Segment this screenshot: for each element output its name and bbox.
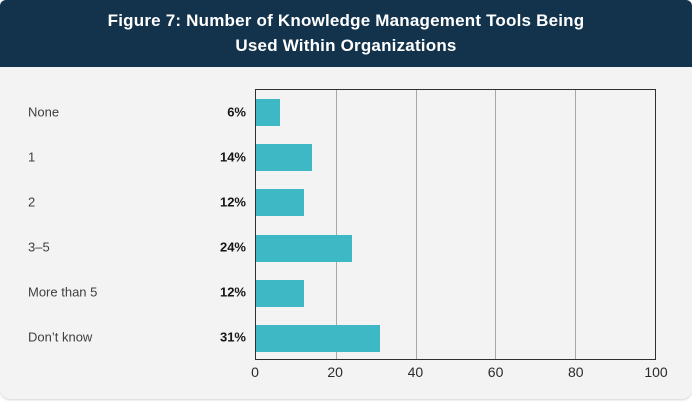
category-row-3: 3–5 24%: [0, 225, 692, 270]
figure-title-line1: Figure 7: Number of Knowledge Management…: [107, 10, 585, 30]
figure-title-line2: Used Within Organizations: [235, 35, 457, 55]
bar-1: [256, 144, 312, 172]
x-axis-tick-row: 0 20 40 60 80 100: [251, 364, 668, 382]
category-label-2: 2: [28, 194, 36, 210]
category-row-2: 2 12%: [0, 179, 692, 224]
x-tick-label-0: 0: [251, 364, 259, 380]
figure-title: Figure 7: Number of Knowledge Management…: [108, 9, 585, 58]
bar-3: [256, 234, 352, 262]
x-tick-label-40: 40: [407, 364, 424, 380]
value-label-2: 12%: [219, 194, 246, 210]
gridline-x-40: [415, 90, 417, 359]
bar-0: [256, 99, 280, 127]
category-row-1: 1 14%: [0, 134, 692, 179]
bar-2: [256, 189, 304, 217]
x-tick-label-100: 100: [644, 364, 668, 380]
x-tick-label-80: 80: [568, 364, 584, 380]
x-tick-label-60: 60: [487, 364, 504, 380]
value-label-4: 12%: [219, 284, 246, 300]
value-label-1: 14%: [219, 149, 246, 165]
value-label-5: 31%: [219, 329, 246, 345]
category-label-5: Don’t know: [28, 329, 93, 345]
category-label-4: More than 5: [28, 284, 98, 300]
plot-area: [255, 89, 656, 360]
value-label-0: 6%: [227, 104, 246, 120]
category-row-4: More than 5 12%: [0, 270, 692, 315]
figure-header: Figure 7: Number of Knowledge Management…: [0, 0, 692, 67]
category-row-5: Don’t know 31%: [0, 315, 692, 360]
gridline-x-20: [335, 90, 337, 359]
gridline-x-60: [495, 90, 497, 359]
x-tick-label-20: 20: [327, 364, 343, 380]
category-label-0: None: [28, 104, 60, 120]
gridline-x-80: [575, 90, 577, 359]
bar-5: [256, 324, 380, 352]
bar-4: [256, 279, 304, 307]
category-label-1: 1: [28, 149, 36, 165]
category-row-0: None 6%: [0, 89, 692, 134]
category-label-3: 3–5: [28, 239, 50, 255]
value-label-3: 24%: [219, 239, 246, 255]
